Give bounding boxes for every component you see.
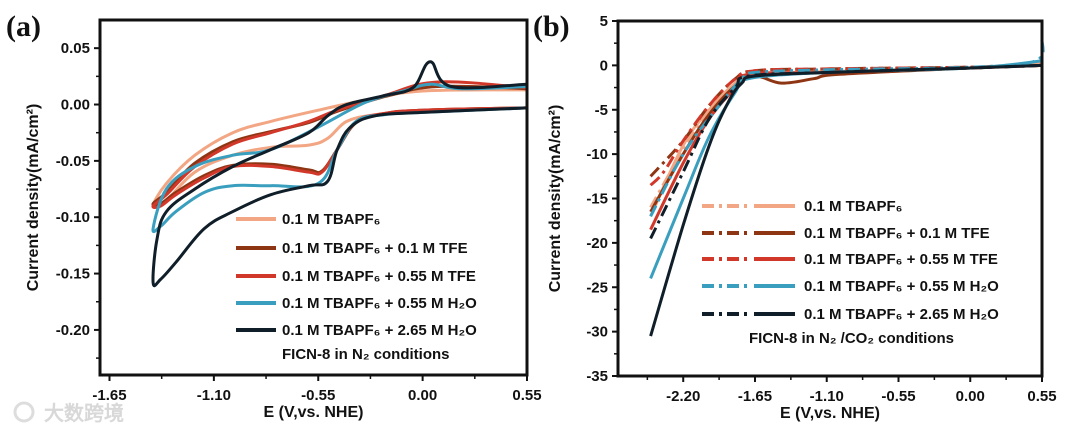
panel-a-legend-label: 0.1 M TBAPF₆ + 0.1 M TFE bbox=[282, 240, 468, 257]
panel-b-y-axis-title: Current density(mA/cm²) bbox=[547, 105, 564, 293]
panel-a-y-tick-label: -0.10 bbox=[56, 209, 90, 226]
panel-a-plot: -1.65 -1.10 -0.55 0.00 0.55 0.05 0.00 -0.05 -0.1… bbox=[25, 18, 542, 421]
panel-label-a: (a) bbox=[6, 10, 41, 43]
panel-a-y-tick-label: 0.05 bbox=[61, 40, 90, 57]
panel-a-legend-label: 0.1 M TBAPF₆ + 0.55 M TFE bbox=[282, 268, 476, 285]
panel-a-y-tick-label: 0.00 bbox=[61, 97, 90, 114]
panel-b-x-tick-label: -1.10 bbox=[810, 388, 844, 405]
panel-a-x-tick-label: -0.55 bbox=[301, 387, 335, 404]
panel-b-series-solid-line-3 bbox=[649, 59, 1043, 279]
panel-a-y-tick-label: -0.20 bbox=[56, 322, 90, 339]
panel-a-legend-label: 0.1 M TBAPF₆ + 2.65 M H₂O bbox=[282, 322, 477, 339]
panel-b-y-tick-label: -25 bbox=[586, 279, 608, 296]
panel-a-y-tick-label: -0.15 bbox=[56, 266, 90, 283]
panel-a-x-tick-label: -1.65 bbox=[92, 387, 126, 404]
panel-a-x-tick-label: 0.55 bbox=[512, 387, 541, 404]
panel-b-y-tick-label: 5 bbox=[600, 13, 608, 30]
panel-a-axes-frame bbox=[98, 18, 529, 377]
watermark: 大数跨境 bbox=[13, 401, 124, 425]
panel-b-y-tick-label: -5 bbox=[595, 102, 608, 119]
panel-b-y-tick-label: -35 bbox=[586, 368, 608, 385]
panel-a-legend-label: 0.1 M TBAPF₆ + 0.55 M H₂O bbox=[282, 295, 477, 312]
panel-a-series-line-4 bbox=[151, 60, 528, 288]
panel-a-legend-label: 0.1 M TBAPF₆ bbox=[282, 211, 381, 228]
panel-b-series-solid-line-4 bbox=[649, 63, 1043, 337]
panel-b-y-tick-label: -30 bbox=[586, 324, 608, 341]
panel-b-y-tick-label: 0 bbox=[600, 57, 608, 74]
panel-b-legend-label: 0.1 M TBAPF₆ + 0.55 M H₂O bbox=[804, 278, 999, 295]
panel-b-series-solid-line-0 bbox=[649, 63, 1043, 217]
panel-a-y-axis-title: Current density(mA/cm²) bbox=[25, 104, 42, 292]
panel-b-x-tick-label: -1.65 bbox=[738, 388, 772, 405]
panel-b-x-tick-label: -0.55 bbox=[881, 388, 915, 405]
panel-a-x-tick-label: -1.10 bbox=[197, 387, 231, 404]
panel-b-legend-label: 0.1 M TBAPF₆ + 0.1 M TFE bbox=[804, 225, 990, 242]
panel-b-x-tick-label: 0.55 bbox=[1027, 388, 1056, 405]
panel-a-x-tick-label: 0.00 bbox=[408, 387, 437, 404]
watermark-logo-icon bbox=[13, 401, 35, 423]
panel-b-y-tick-label: -15 bbox=[586, 191, 608, 208]
panel-b-legend-label: 0.1 M TBAPF₆ + 0.55 M TFE bbox=[804, 251, 998, 268]
panel-b-y-tick-label: -10 bbox=[586, 146, 608, 163]
panel-b-series-dashdot-line-3 bbox=[649, 38, 1045, 217]
panel-a-x-axis-title: E (V,vs. NHE) bbox=[264, 404, 364, 421]
panel-b-x-axis-title: E (V,vs. NHE) bbox=[780, 405, 880, 422]
watermark-text: 大数跨境 bbox=[44, 401, 124, 425]
panel-b-legend-label: 0.1 M TBAPF₆ + 2.65 M H₂O bbox=[804, 306, 999, 323]
panel-b-x-tick-label: 0.00 bbox=[956, 388, 985, 405]
panel-a-y-tick-label: -0.05 bbox=[56, 153, 90, 170]
panel-label-b: (b) bbox=[533, 10, 570, 43]
panel-b-legend-label: 0.1 M TBAPF₆ bbox=[804, 198, 903, 215]
panel-b-plot: -2.20 -1.65 -1.10 -0.55 0.00 0.55 5 0 -5 -10 -15 -2… bbox=[547, 13, 1057, 422]
panel-b-x-tick-label: -2.20 bbox=[666, 388, 700, 405]
panel-b-conditions-annotation: FICN-8 in N₂ /CO₂ conditions bbox=[749, 330, 954, 347]
panel-a-conditions-annotation: FICN-8 in N₂ conditions bbox=[282, 346, 450, 363]
panel-b-series-dashdot-line-2 bbox=[649, 63, 1043, 187]
panel-b-y-tick-label: -20 bbox=[586, 235, 608, 252]
